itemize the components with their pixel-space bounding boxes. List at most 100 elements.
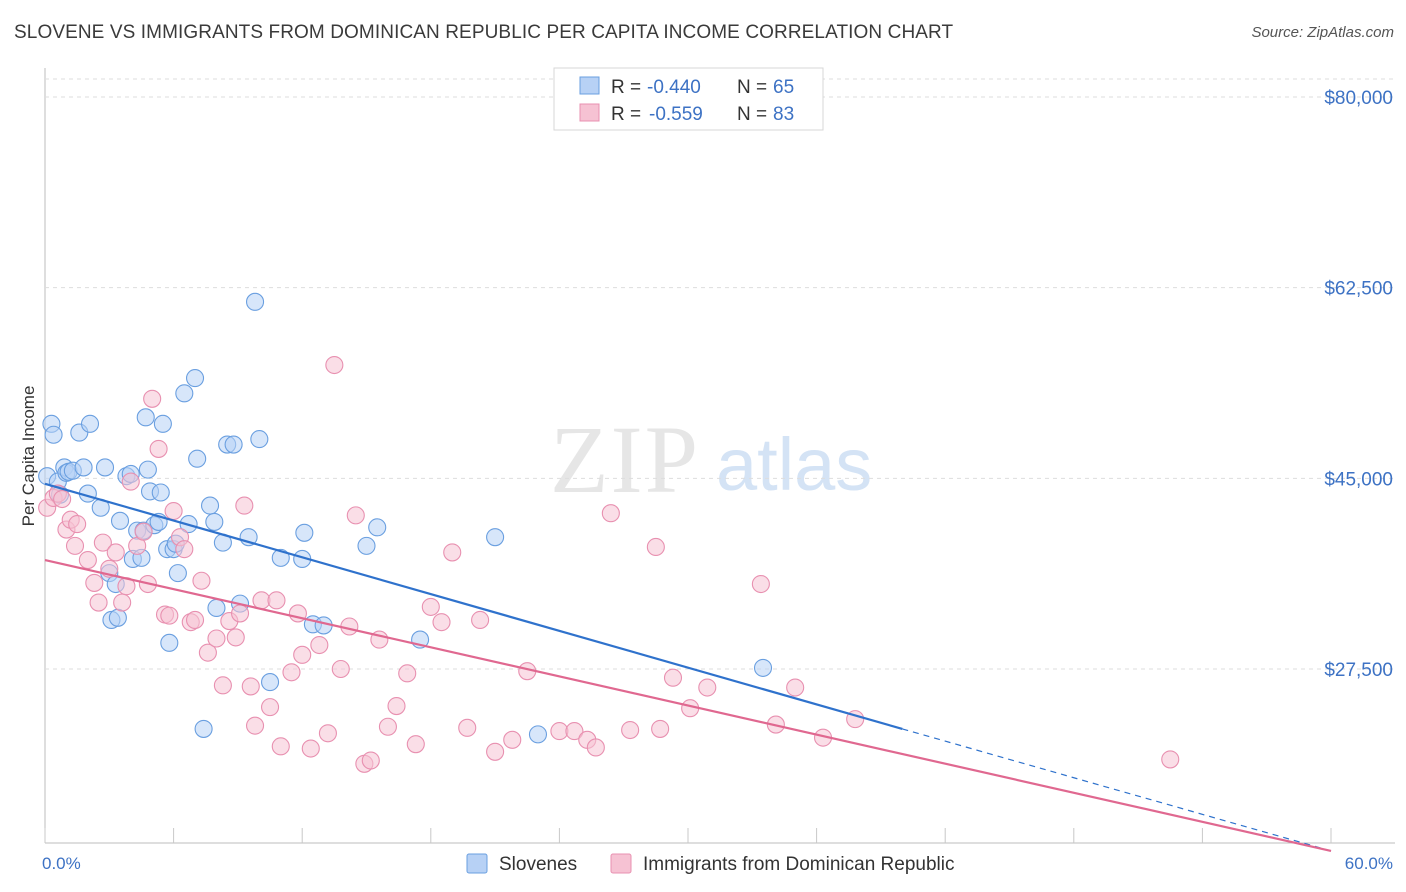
stats-n-label-slovenes: N = bbox=[737, 77, 772, 98]
trend-line-slovenes bbox=[44, 482, 903, 730]
point-dominican-21 bbox=[149, 439, 168, 458]
point-dominican-46 bbox=[301, 739, 320, 758]
point-dominican-24 bbox=[164, 501, 183, 521]
y-tick-label-0: $80,000 bbox=[1324, 88, 1393, 109]
point-dominican-16 bbox=[121, 472, 140, 491]
point-dominican-50 bbox=[331, 659, 350, 679]
point-slovenes-41 bbox=[188, 449, 207, 468]
chart-title: SLOVENE VS IMMIGRANTS FROM DOMINICAN REP… bbox=[14, 22, 954, 43]
point-slovenes-44 bbox=[205, 512, 224, 531]
y-tick-label-3: $27,500 bbox=[1324, 660, 1393, 681]
point-dominican-37 bbox=[241, 677, 260, 696]
point-dominican-6 bbox=[65, 536, 85, 555]
series-legend: Slovenes Immigrants from Dominican Repub… bbox=[466, 853, 955, 875]
point-slovenes-42 bbox=[194, 719, 213, 738]
point-dominican-78 bbox=[698, 678, 717, 697]
point-dominican-45 bbox=[293, 645, 312, 664]
point-slovenes-26 bbox=[136, 408, 155, 427]
point-dominican-41 bbox=[267, 591, 286, 610]
point-dominican-71 bbox=[586, 738, 605, 757]
legend-label-slovenes: Slovenes bbox=[499, 854, 577, 875]
point-dominican-28 bbox=[185, 610, 205, 630]
point-dominican-79 bbox=[751, 574, 770, 594]
point-dominican-11 bbox=[93, 533, 112, 552]
point-dominican-60 bbox=[421, 597, 440, 616]
point-slovenes-19 bbox=[110, 511, 130, 530]
point-dominican-63 bbox=[458, 718, 477, 737]
point-dominican-52 bbox=[346, 506, 365, 525]
trend-lines bbox=[44, 482, 1332, 853]
point-dominican-74 bbox=[646, 537, 665, 557]
stats-n-value-dominican: 83 bbox=[773, 104, 794, 125]
point-slovenes-62 bbox=[486, 528, 505, 547]
point-slovenes-37 bbox=[168, 564, 187, 583]
stats-r-label-dominican: R = bbox=[611, 104, 646, 125]
point-dominican-9 bbox=[85, 573, 104, 592]
point-slovenes-64 bbox=[753, 658, 773, 677]
point-dominican-43 bbox=[282, 663, 301, 682]
point-dominican-72 bbox=[601, 504, 620, 523]
point-dominican-57 bbox=[387, 696, 406, 716]
point-dominican-75 bbox=[651, 719, 670, 738]
point-dominican-76 bbox=[663, 668, 683, 687]
y-tick-label-1: $62,500 bbox=[1324, 279, 1393, 300]
point-dominican-69 bbox=[565, 722, 584, 741]
point-dominican-20 bbox=[143, 389, 162, 408]
point-dominican-35 bbox=[230, 604, 250, 623]
point-dominican-10 bbox=[89, 593, 108, 612]
point-dominican-59 bbox=[406, 735, 425, 754]
point-slovenes-45 bbox=[207, 598, 226, 618]
point-slovenes-53 bbox=[260, 673, 280, 692]
source-credit: Source: ZipAtlas.com bbox=[1251, 24, 1394, 41]
point-dominican-40 bbox=[260, 698, 280, 717]
point-dominican-32 bbox=[213, 676, 232, 695]
point-slovenes-51 bbox=[245, 292, 265, 311]
point-dominican-47 bbox=[310, 635, 329, 655]
point-dominican-66 bbox=[503, 730, 522, 749]
point-dominican-30 bbox=[198, 643, 217, 662]
legend-swatch-slovenes bbox=[466, 853, 488, 874]
stats-swatch-slovenes bbox=[579, 76, 600, 95]
point-dominican-65 bbox=[486, 742, 505, 761]
watermark-atlas: atlas bbox=[716, 423, 872, 506]
point-dominican-56 bbox=[378, 717, 397, 736]
point-slovenes-14 bbox=[95, 458, 115, 477]
point-slovenes-31 bbox=[151, 483, 170, 502]
stats-r-value-slovenes: -0.440 bbox=[647, 77, 701, 98]
stats-r-value-dominican: -0.559 bbox=[649, 104, 703, 125]
point-slovenes-43 bbox=[200, 496, 220, 515]
point-dominican-73 bbox=[621, 720, 640, 740]
point-slovenes-63 bbox=[528, 725, 548, 744]
point-slovenes-54 bbox=[271, 548, 290, 567]
point-slovenes-60 bbox=[368, 518, 387, 537]
point-dominican-7 bbox=[68, 515, 87, 534]
point-dominican-39 bbox=[252, 591, 271, 610]
stats-n-value-slovenes: 65 bbox=[773, 77, 794, 98]
point-dominican-54 bbox=[361, 751, 380, 770]
stats-r-label-slovenes: R = bbox=[611, 77, 646, 98]
point-dominican-3 bbox=[53, 489, 72, 509]
trend-line-dominican bbox=[44, 558, 1332, 853]
point-dominican-23 bbox=[160, 606, 179, 625]
y-tick-labels: $80,000 $62,500 $45,000 $27,500 bbox=[1324, 88, 1393, 681]
point-dominican-29 bbox=[192, 571, 211, 590]
point-slovenes-34 bbox=[160, 633, 179, 652]
point-dominican-81 bbox=[786, 678, 805, 697]
data-points bbox=[38, 292, 1180, 773]
point-dominican-18 bbox=[134, 522, 153, 541]
y-axis-label: Per Capita Income bbox=[19, 386, 38, 527]
x-axis-ticks bbox=[44, 828, 1332, 843]
point-slovenes-56 bbox=[295, 523, 314, 542]
point-slovenes-2 bbox=[44, 425, 63, 444]
point-dominican-58 bbox=[398, 664, 417, 683]
point-dominican-34 bbox=[226, 628, 245, 647]
legend-swatch-dominican bbox=[610, 853, 632, 874]
point-dominican-49 bbox=[325, 355, 344, 375]
point-dominican-31 bbox=[207, 629, 226, 648]
point-dominican-42 bbox=[271, 737, 290, 756]
x-tick-label-max: 60.0% bbox=[1345, 854, 1393, 873]
point-dominican-38 bbox=[245, 716, 265, 735]
point-dominican-8 bbox=[78, 550, 97, 570]
watermark-zip: ZIP bbox=[550, 406, 700, 513]
